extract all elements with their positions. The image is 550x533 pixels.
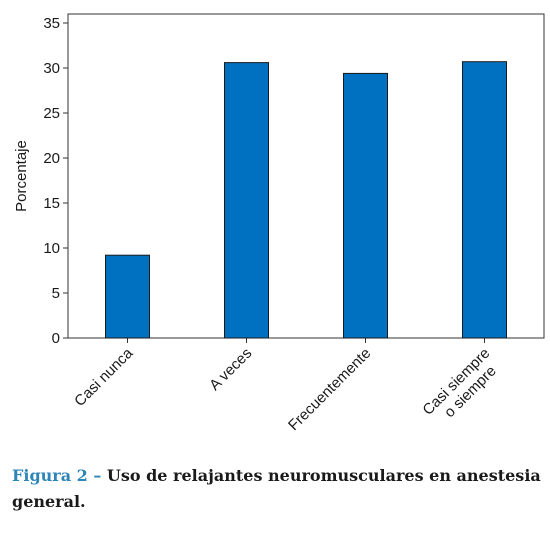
bar (105, 254, 150, 339)
y-tick-label: 30 (43, 60, 60, 77)
y-axis: 0 5 10 15 20 25 30 35 (43, 15, 68, 347)
x-axis: Casi nunca A veces Frecuentemente Casi siem… (71, 338, 505, 434)
y-tick-label: 35 (43, 15, 60, 32)
x-tick-label: Casi nunca (71, 344, 137, 410)
y-axis-title: Porcentaje (13, 140, 30, 212)
bar (462, 61, 507, 339)
figure-label: Figura 2 – (12, 466, 102, 485)
bar (224, 62, 269, 339)
y-tick-label: 5 (52, 285, 60, 302)
figure-caption: Figura 2 – Uso de relajantes neuromuscul… (12, 463, 542, 515)
y-tick-label: 0 (52, 330, 60, 347)
plot-frame (67, 13, 545, 339)
x-tick-label: Casi siempreo siempre (419, 345, 505, 431)
y-tick-label: 10 (43, 240, 60, 257)
x-tick-label: Frecuentemente (285, 345, 374, 434)
figure-caption-text: Uso de relajantes neuromusculares en ane… (12, 466, 541, 511)
y-tick-label: 15 (43, 195, 60, 212)
bar-chart: 0 5 10 15 20 25 30 35 Casi nunca A veces Frecuent… (13, 13, 545, 434)
bars (105, 61, 507, 339)
y-tick-label: 25 (43, 105, 60, 122)
bar (343, 72, 388, 339)
x-tick-label: A veces (206, 345, 255, 394)
y-tick-label: 20 (43, 150, 60, 167)
